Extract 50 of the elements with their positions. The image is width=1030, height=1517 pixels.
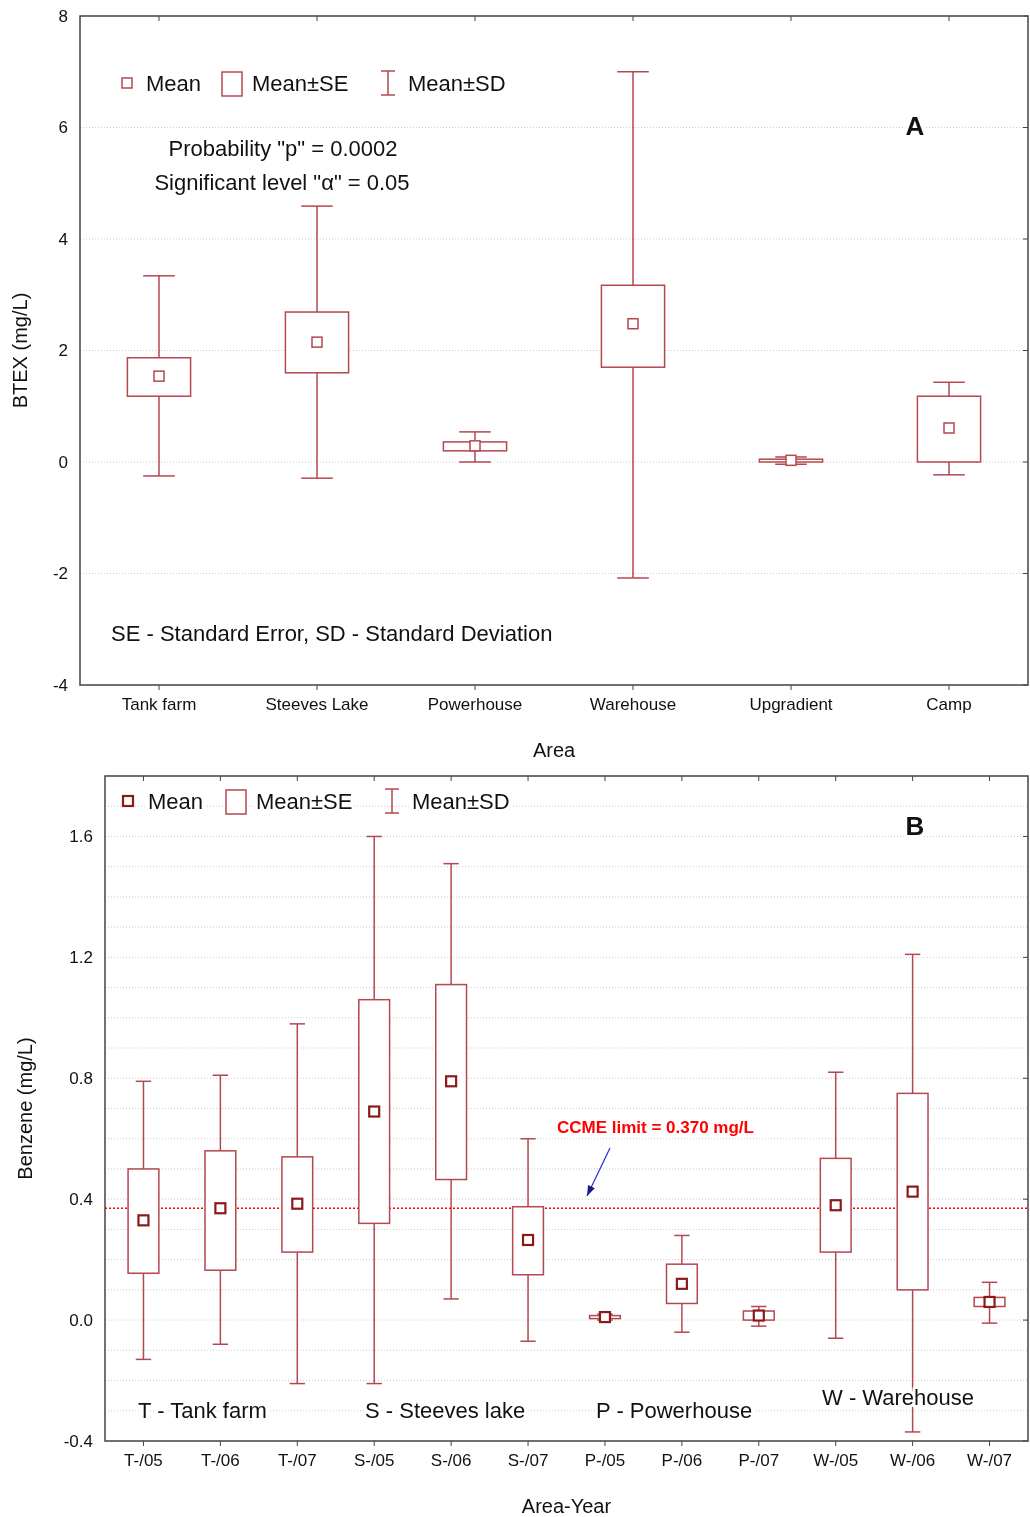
annotation: A: [905, 111, 925, 141]
y-tick-label: 2: [58, 341, 68, 361]
annotation: P - Powerhouse: [596, 1398, 753, 1423]
y-tick-label: 4: [58, 229, 68, 249]
y-tick-label: -2: [52, 564, 68, 584]
y-tick-label: 1.2: [69, 948, 93, 968]
annotation: S - Steeves lake: [365, 1398, 526, 1423]
x-axis-title: Area-Year: [521, 1495, 612, 1517]
x-tick-label: T-/06: [201, 1451, 240, 1471]
y-tick-label: 0.8: [69, 1069, 93, 1089]
x-tick-label: Warehouse: [589, 695, 677, 715]
y-axis-title: Benzene (mg/L): [14, 1037, 37, 1180]
y-tick-label: 0.0: [69, 1311, 93, 1331]
x-tick-label: W-/07: [967, 1451, 1013, 1471]
x-tick-label: Powerhouse: [427, 695, 523, 715]
annotation: Mean±SD: [408, 71, 506, 96]
y-tick-label: -4: [52, 675, 68, 695]
annotation: Mean±SD: [412, 789, 510, 814]
annotation: Mean: [146, 71, 202, 96]
y-tick-label: 6: [58, 118, 68, 138]
x-tick-label: P-/07: [738, 1451, 780, 1471]
annotation: B: [905, 811, 925, 841]
y-tick-label: 1.6: [69, 827, 93, 847]
y-tick-label: 8: [58, 6, 68, 26]
annotation: T - Tank farm: [138, 1398, 267, 1423]
annotation: Mean: [148, 789, 204, 814]
x-tick-label: S-/05: [353, 1451, 395, 1471]
annotation: Probability "p" = 0.0002: [168, 136, 398, 161]
x-tick-label: Tank farm: [121, 695, 197, 715]
y-tick-label: 0.4: [69, 1190, 93, 1210]
x-tick-label: T-/05: [124, 1451, 163, 1471]
ref-line-label: CCME limit = 0.370 mg/L: [557, 1118, 754, 1137]
y-axis-title: BTEX (mg/L): [9, 292, 32, 409]
x-tick-label: P-/06: [661, 1451, 703, 1471]
x-tick-label: T-/07: [277, 1451, 317, 1471]
annotation: Mean±SE: [256, 789, 353, 814]
annotation: Significant level "α" = 0.05: [154, 170, 410, 195]
x-tick-label: P-/05: [584, 1451, 626, 1471]
y-tick-label: -0.4: [63, 1431, 93, 1451]
x-tick-label: Camp: [926, 695, 972, 715]
x-tick-label: S-/06: [430, 1451, 472, 1471]
y-tick-label: 0: [58, 452, 68, 472]
annotation: Mean±SE: [252, 71, 349, 96]
x-tick-label: W-/06: [890, 1451, 936, 1471]
x-tick-label: W-/05: [813, 1451, 859, 1471]
x-tick-label: S-/07: [507, 1451, 549, 1471]
x-tick-label: Steeves Lake: [265, 695, 369, 715]
x-tick-label: Upgradient: [749, 695, 833, 715]
annotation: SE - Standard Error, SD - Standard Deviation: [111, 621, 553, 646]
x-axis-title: Area: [532, 739, 576, 761]
